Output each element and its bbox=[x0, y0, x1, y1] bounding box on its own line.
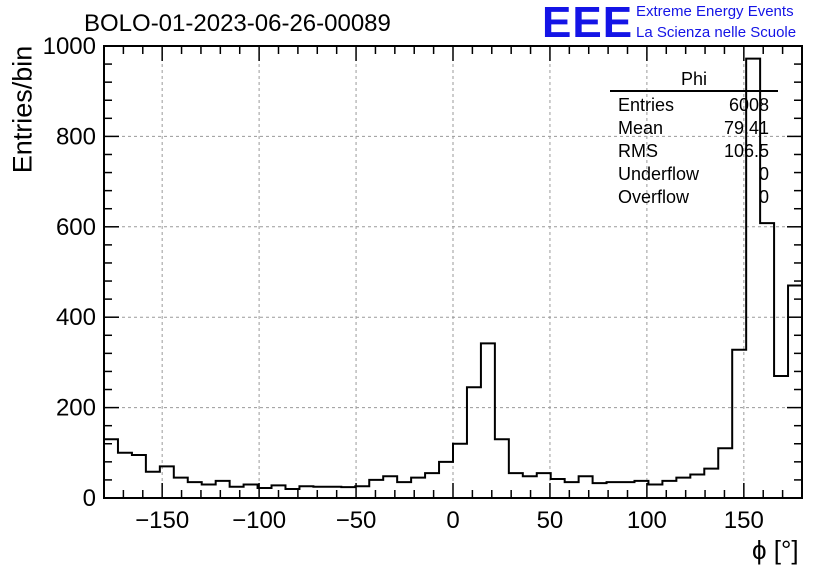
x-tick-label: 100 bbox=[627, 507, 667, 534]
eee-logo: EEE bbox=[542, 0, 634, 47]
stats-value: 6008 bbox=[728, 95, 769, 115]
y-tick-label: 600 bbox=[56, 214, 96, 241]
histogram-outline bbox=[103, 57, 803, 498]
x-tick-label: 0 bbox=[446, 507, 459, 534]
stats-row-overflow: Overflow 0 bbox=[610, 186, 778, 209]
x-tick-label: −50 bbox=[336, 507, 377, 534]
histogram-bin bbox=[230, 487, 244, 498]
stats-label: Underflow bbox=[618, 164, 700, 184]
stats-value: 79.41 bbox=[723, 118, 769, 138]
x-tick-label: 150 bbox=[724, 507, 764, 534]
histogram-bin bbox=[104, 439, 118, 498]
logo-line-2: La Scienza nelle Scuole bbox=[636, 24, 797, 41]
histogram-bin bbox=[467, 387, 481, 498]
stats-label: Overflow bbox=[618, 187, 690, 207]
stats-row-rms: RMS 106.5 bbox=[610, 140, 778, 163]
histogram-bin bbox=[299, 486, 313, 498]
stats-label: RMS bbox=[618, 141, 658, 161]
histogram-bin bbox=[565, 482, 579, 498]
x-axis-label: ϕ [°] bbox=[752, 535, 799, 565]
y-axis-label: Entries/bin bbox=[7, 45, 38, 174]
y-tick-label: 800 bbox=[56, 123, 96, 150]
histogram-bin bbox=[244, 484, 258, 498]
histogram-bin bbox=[425, 473, 439, 498]
stats-row-underflow: Underflow 0 bbox=[610, 163, 778, 186]
stats-value: 106.5 bbox=[723, 141, 769, 161]
logo-line-1: Extreme Energy Events bbox=[636, 3, 794, 20]
histogram-bin bbox=[760, 223, 774, 498]
histogram-bin bbox=[202, 484, 216, 498]
histogram-bin bbox=[481, 343, 495, 498]
histogram-bin bbox=[704, 469, 718, 498]
histogram-bin bbox=[327, 487, 341, 498]
y-tick-label: 400 bbox=[56, 304, 96, 331]
histogram-bin bbox=[397, 482, 411, 498]
histogram-bin bbox=[132, 455, 146, 498]
stats-value: 0 bbox=[758, 187, 769, 207]
x-tick-label: −150 bbox=[135, 507, 189, 534]
histogram-bars bbox=[103, 57, 803, 498]
histogram-bin bbox=[411, 478, 425, 498]
histogram-bin bbox=[439, 462, 453, 498]
histogram-bin bbox=[188, 482, 202, 498]
y-tick-label: 200 bbox=[56, 395, 96, 422]
histogram-bin bbox=[662, 481, 676, 498]
stats-label: Entries bbox=[618, 95, 675, 115]
histogram-bin bbox=[341, 487, 355, 498]
histogram-bin bbox=[676, 478, 690, 498]
y-tick-label: 0 bbox=[83, 485, 96, 512]
histogram-bin bbox=[216, 481, 230, 498]
x-tick-label: 50 bbox=[537, 507, 564, 534]
histogram-bin bbox=[774, 376, 788, 498]
histogram-bin bbox=[495, 439, 509, 498]
histogram-bin bbox=[146, 472, 160, 498]
x-axis-ticks: −150 −100 −50 0 50 100 150 bbox=[103, 46, 803, 534]
histogram-bin bbox=[118, 453, 132, 498]
chart-title: BOLO-01-2023-06-26-00089 bbox=[84, 10, 391, 37]
histogram-bin bbox=[174, 478, 188, 498]
grid-lines bbox=[104, 46, 802, 498]
histogram-bin bbox=[453, 444, 467, 498]
x-tick-label: −100 bbox=[232, 507, 286, 534]
histogram-bin bbox=[551, 479, 565, 498]
stats-value: 0 bbox=[758, 164, 769, 184]
histogram-bin bbox=[690, 474, 704, 498]
histogram-bin bbox=[593, 483, 607, 498]
stats-row-mean: Mean 79.41 bbox=[610, 117, 778, 140]
histogram-bin bbox=[355, 486, 369, 498]
histogram-bin bbox=[313, 487, 327, 498]
histogram-bin bbox=[537, 473, 551, 498]
stats-box: Phi Entries 6008 Mean 79.41 RMS 106.5 Un… bbox=[610, 68, 778, 209]
y-tick-label: 1000 bbox=[43, 33, 96, 60]
stats-label: Mean bbox=[618, 118, 664, 138]
histogram-bin bbox=[369, 480, 383, 498]
histogram-bin bbox=[579, 476, 593, 498]
stats-box-title: Phi bbox=[680, 69, 707, 89]
histogram-bin bbox=[523, 476, 537, 498]
stats-row-entries: Entries 6008 bbox=[610, 94, 778, 117]
stats-box-divider bbox=[610, 90, 778, 92]
histogram-bin bbox=[648, 484, 662, 498]
histogram-bin bbox=[718, 448, 732, 498]
